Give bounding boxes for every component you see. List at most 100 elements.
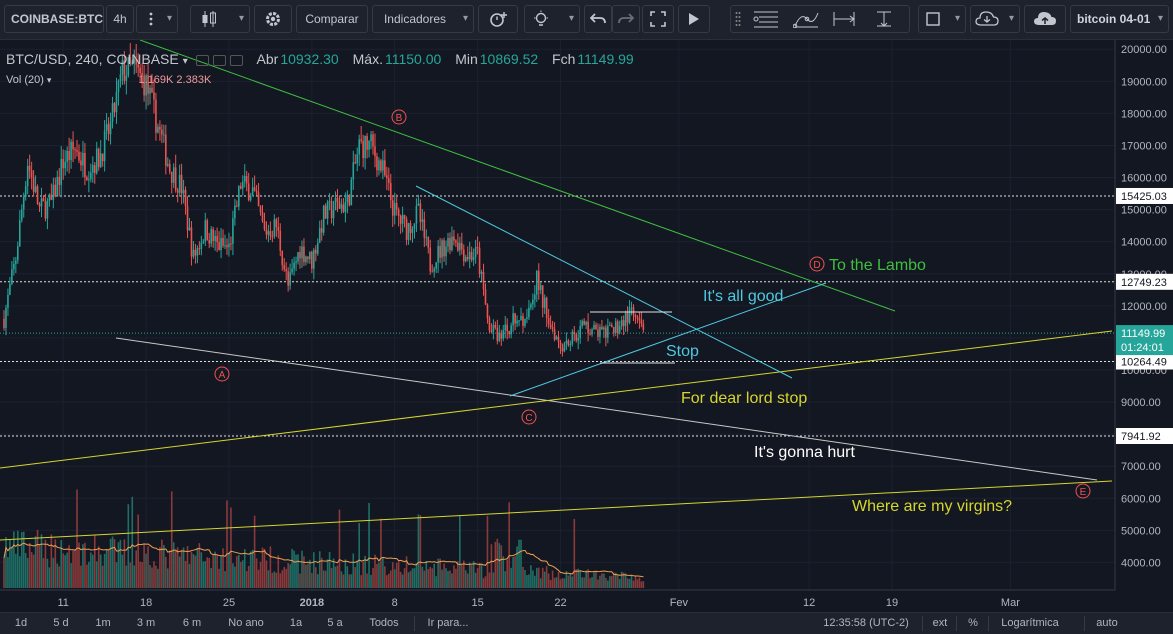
save-layout-button[interactable] [1024,5,1066,33]
candle-body [338,201,341,209]
cyan-support-line[interactable] [509,282,827,397]
candle-body [297,252,299,262]
price-range-tool-button[interactable] [866,5,902,33]
yellow-trendline-upper[interactable] [0,330,1113,469]
range-all[interactable]: Todos [369,617,399,629]
load-layout-button[interactable] [970,5,1020,33]
range-5y[interactable]: 5 a [327,617,343,629]
range-1y[interactable]: 1a [289,617,303,629]
range-5d[interactable]: 5 d [53,617,69,629]
last-price-label: 11149.99 [1121,328,1165,340]
text-stop[interactable]: Stop [666,343,699,360]
symbol-dropdown-icon[interactable]: ▾ [182,56,188,67]
volume-bar [534,575,536,588]
text-where-are-my-virgins[interactable]: Where are my virgins? [852,498,1012,515]
marker-e[interactable]: E [1075,483,1091,499]
interval-selector[interactable]: 4h [106,5,134,33]
candle-body [267,231,270,235]
volume-bar [382,557,384,588]
candle-body [581,320,583,327]
price-chart[interactable]: A B C D E To the Lambo It's all good Sto… [0,40,1173,612]
volume-bar [360,575,362,588]
range-1m[interactable]: 1m [95,617,111,629]
play-button[interactable] [678,5,710,33]
text-its-all-good[interactable]: It's all good [703,288,783,305]
volume-bar [628,578,631,588]
symbol-search[interactable]: COINBASE:BTCUSD [4,5,104,33]
drag-handle[interactable] [732,5,744,33]
volume-bar [350,574,353,588]
chart-type-dropdown[interactable] [190,5,250,33]
eye-icon[interactable] [195,54,209,66]
text-for-dear-lord-stop[interactable]: For dear lord stop [681,390,807,407]
candle-body [526,317,528,319]
volume-bar [388,573,390,588]
green-trendline[interactable] [139,40,896,312]
volume-bar [125,565,128,588]
candle-body [437,246,439,263]
volume-bar [151,567,153,588]
range-3m[interactable]: 3 m [136,617,156,629]
candle-body [318,228,321,243]
percent-toggle[interactable]: % [968,617,978,629]
alert-button[interactable] [478,5,518,33]
text-its-gonna-hurt[interactable]: It's gonna hurt [754,444,855,461]
goto-date-button[interactable]: Ir para... [427,617,469,629]
ext-toggle[interactable]: ext [932,617,948,629]
redo-button[interactable] [612,5,640,33]
settings-button[interactable] [254,5,292,33]
volume-bar [263,548,266,588]
volume-bar [634,575,637,588]
candle-body [273,219,276,237]
text-to-the-lambo[interactable]: To the Lambo [829,257,926,274]
candle-body [595,324,597,330]
replay-button[interactable] [524,5,580,33]
time-axis[interactable]: 11 18 25 2018 8 15 22 Fev 12 19 Mar [57,597,1020,609]
candle-body [334,197,337,211]
yellow-trendline-lower[interactable] [0,480,1113,541]
volume-bar [168,550,171,588]
white-trendline[interactable] [115,337,1098,481]
interval-dropdown[interactable] [136,5,178,33]
price-tick-label: 16000.00 [1121,173,1167,185]
candle-body [330,201,333,219]
marker-b[interactable]: B [391,109,407,125]
fullscreen-button[interactable] [642,5,674,33]
path-tool-button[interactable] [788,5,824,33]
candle-body [80,160,82,166]
candle-body [212,229,214,241]
volume-bar [143,544,145,588]
candle-body [62,159,64,169]
log-toggle[interactable]: Logarítmica [1001,617,1059,629]
volume-bar [234,566,236,588]
candle-body [411,228,414,233]
auto-toggle[interactable]: auto [1096,617,1118,629]
undo-button[interactable] [584,5,612,33]
volume-bar [7,557,9,588]
volume-dropdown-icon[interactable]: ▾ [46,75,52,85]
range-tool-button[interactable] [826,5,862,33]
marker-c[interactable]: C [521,409,537,425]
object-tree-dropdown[interactable] [918,5,966,33]
range-ytd[interactable]: No ano [228,617,264,629]
layout-name-button[interactable]: bitcoin 04-01 [1070,5,1169,33]
volume-bar [82,544,84,588]
cyan-resistance-line[interactable] [415,185,793,379]
marker-a[interactable]: A [214,366,230,382]
indicators-button[interactable]: Indicadores [372,5,474,33]
candle-body [143,75,145,96]
volume-bar [512,557,514,588]
more-icon[interactable] [229,54,243,66]
compare-button[interactable]: Comparar [296,5,368,33]
symbol-label[interactable]: BTC/USD, 240, COINBASE [6,51,179,67]
gear-icon[interactable] [212,54,226,66]
range-1d[interactable]: 1d [14,617,28,629]
volume-label[interactable]: Vol (20) [6,74,44,86]
marker-d[interactable]: D [809,256,825,272]
candle-body [133,58,136,63]
fib-tool-button[interactable] [748,5,784,33]
volume-bar [70,563,72,588]
clock[interactable]: 12:35:58 (UTC-2) [823,617,909,629]
candle-body [451,236,453,251]
range-6m[interactable]: 6 m [182,617,202,629]
